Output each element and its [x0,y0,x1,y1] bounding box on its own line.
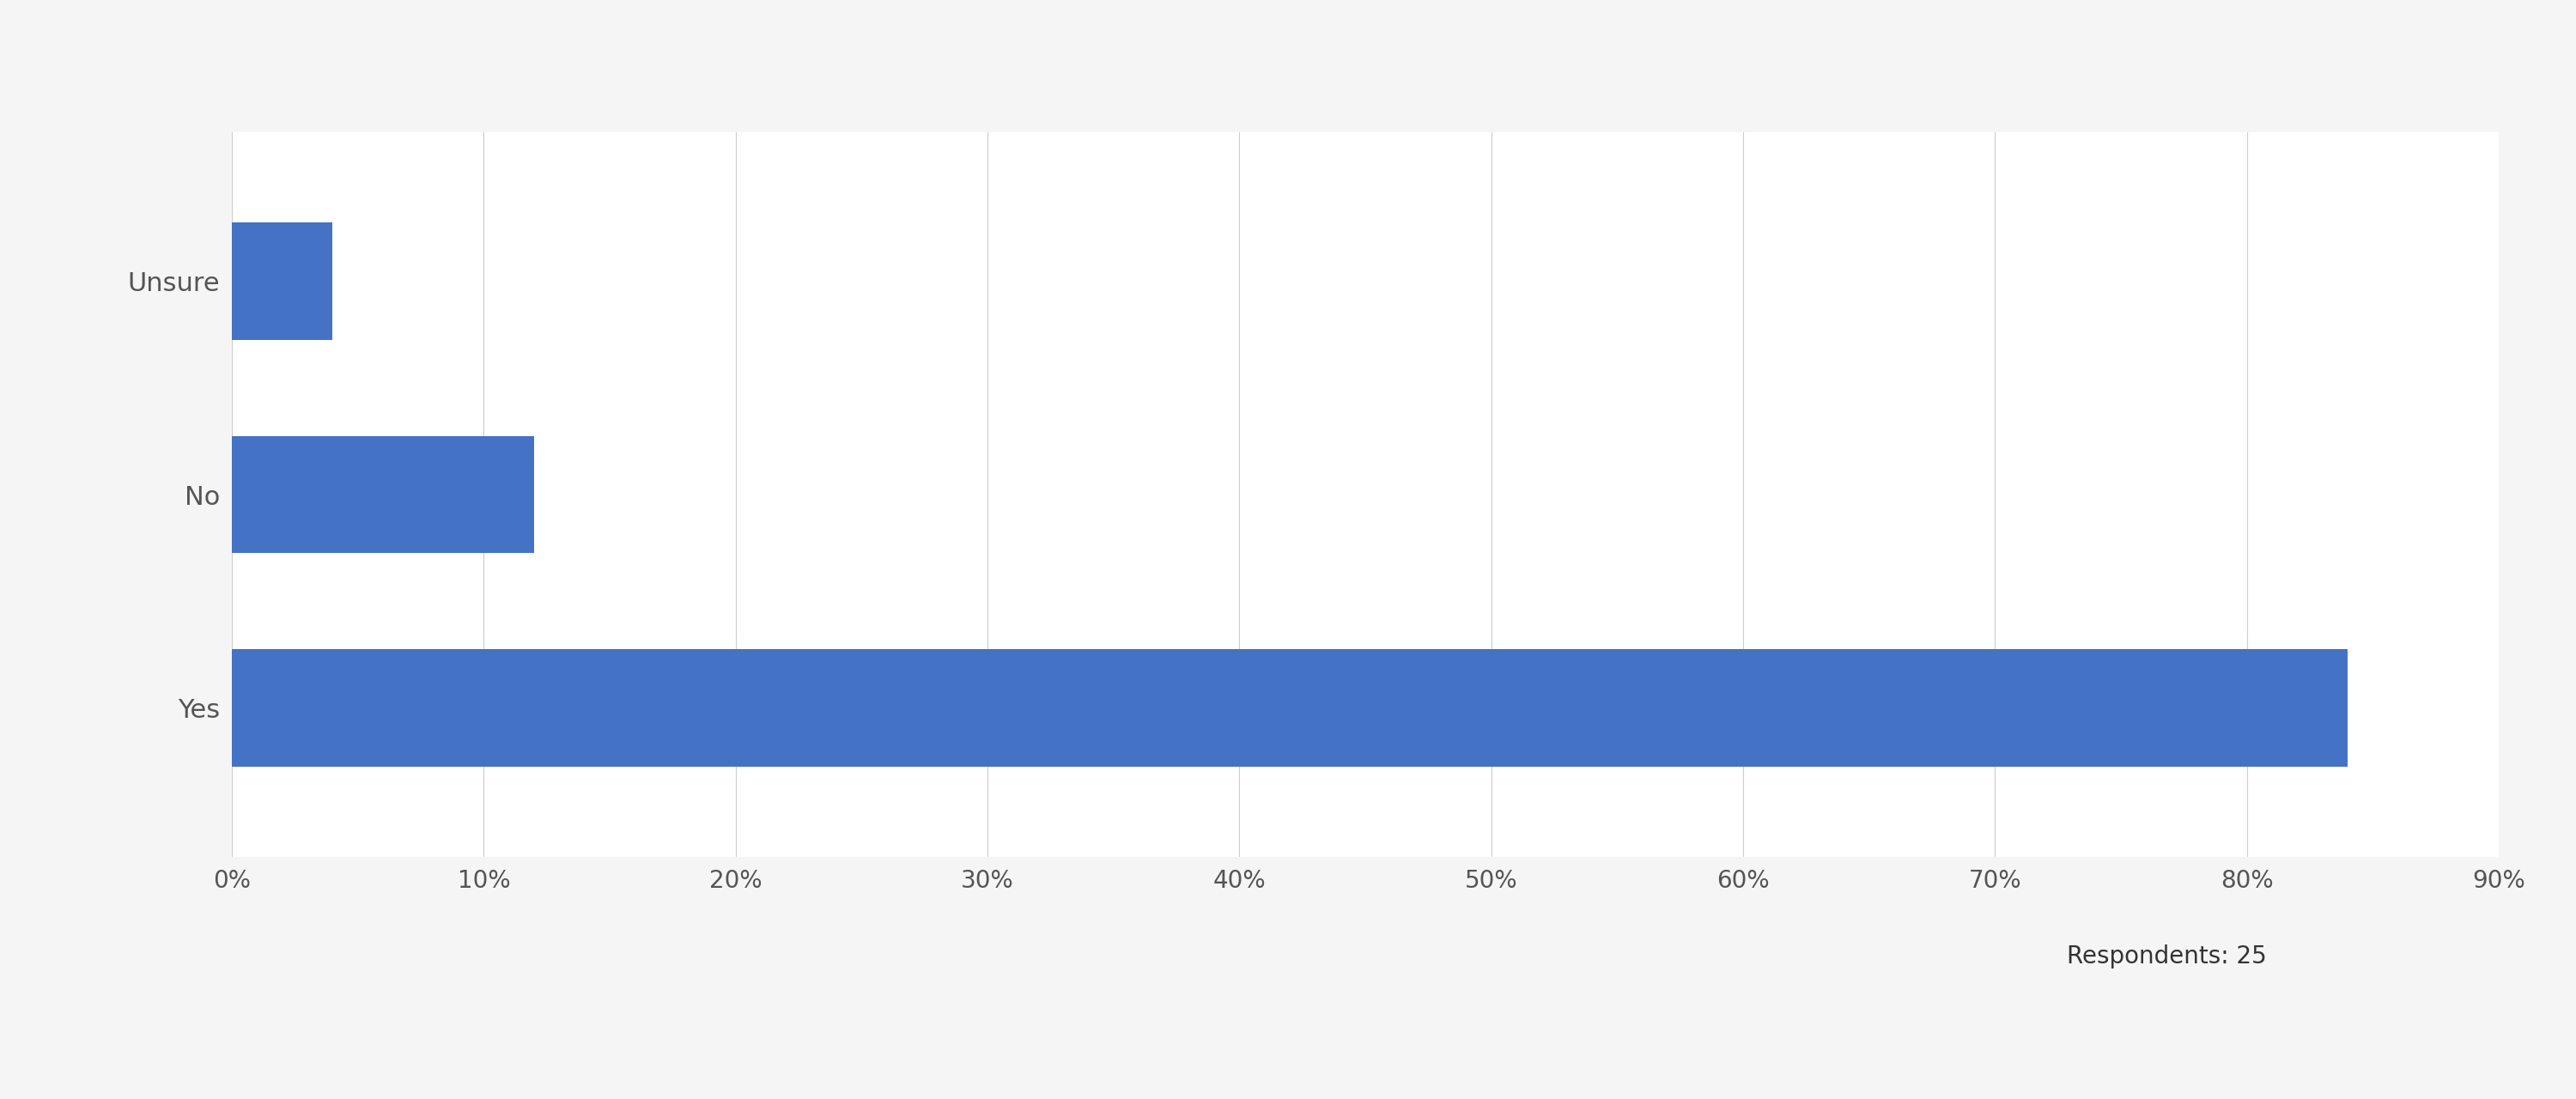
Text: Respondents: 25: Respondents: 25 [2066,944,2267,968]
Bar [232,650,2347,767]
Bar [232,222,332,340]
Bar [232,436,533,553]
